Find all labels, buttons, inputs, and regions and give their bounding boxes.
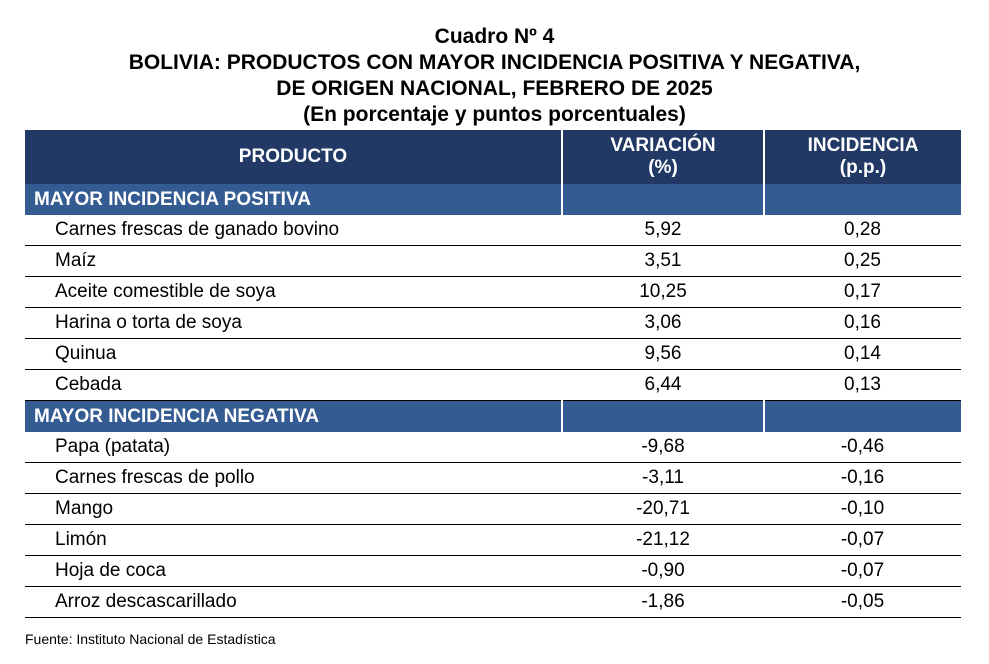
source-note: Fuente: Instituto Nacional de Estadístic… bbox=[25, 631, 276, 647]
product-cell: Arroz descascarillado bbox=[25, 586, 562, 618]
incidencia-cell: 0,17 bbox=[764, 276, 961, 308]
product-cell: Limón bbox=[25, 524, 562, 556]
table-row: Mango -20,71 -0,10 bbox=[25, 493, 961, 525]
variacion-cell: -20,71 bbox=[562, 493, 764, 525]
incidencia-cell: 0,16 bbox=[764, 307, 961, 339]
table-body: MAYOR INCIDENCIA POSITIVA Carnes frescas … bbox=[25, 184, 961, 618]
variacion-cell: -21,12 bbox=[562, 524, 764, 556]
product-cell: Aceite comestible de soya bbox=[25, 276, 562, 308]
variacion-cell: -3,11 bbox=[562, 462, 764, 494]
table-title-block: Cuadro Nº 4 BOLIVIA: PRODUCTOS CON MAYOR… bbox=[0, 24, 989, 128]
product-cell: Harina o torta de soya bbox=[25, 307, 562, 339]
product-cell: Quinua bbox=[25, 338, 562, 370]
col-header-incidencia: INCIDENCIA (p.p.) bbox=[763, 130, 961, 184]
variacion-cell: -0,90 bbox=[562, 555, 764, 587]
product-cell: Carnes frescas de ganado bovino bbox=[25, 215, 562, 246]
variacion-cell: 9,56 bbox=[562, 338, 764, 370]
table-row: Aceite comestible de soya 10,25 0,17 bbox=[25, 276, 961, 308]
section-blank-incidencia bbox=[763, 400, 961, 432]
table-row: Carnes frescas de ganado bovino 5,92 0,28 bbox=[25, 215, 961, 246]
incidencia-cell: 0,13 bbox=[764, 369, 961, 401]
variacion-cell: 3,06 bbox=[562, 307, 764, 339]
section-blank-variacion bbox=[561, 400, 764, 432]
incidencia-cell: 0,14 bbox=[764, 338, 961, 370]
table-row: Papa (patata) -9,68 -0,46 bbox=[25, 432, 961, 463]
variacion-cell: 6,44 bbox=[562, 369, 764, 401]
product-cell: Carnes frescas de pollo bbox=[25, 462, 562, 494]
table-row: Maíz 3,51 0,25 bbox=[25, 245, 961, 277]
section-blank-incidencia bbox=[763, 184, 961, 215]
col-header-producto: PRODUCTO bbox=[25, 130, 562, 184]
incidencia-cell: -0,05 bbox=[764, 586, 961, 618]
product-cell: Papa (patata) bbox=[25, 432, 562, 463]
product-cell: Cebada bbox=[25, 369, 562, 401]
section-row: MAYOR INCIDENCIA POSITIVA bbox=[25, 184, 961, 215]
incidencia-cell: -0,10 bbox=[764, 493, 961, 525]
table-title: BOLIVIA: PRODUCTOS CON MAYOR INCIDENCIA … bbox=[128, 51, 861, 74]
data-table: PRODUCTO VARIACIÓN (%) INCIDENCIA (p.p.)… bbox=[25, 130, 961, 618]
incidencia-cell: -0,07 bbox=[764, 524, 961, 556]
product-cell: Mango bbox=[25, 493, 562, 525]
table-row: Carnes frescas de pollo -3,11 -0,16 bbox=[25, 462, 961, 494]
variacion-cell: 3,51 bbox=[562, 245, 764, 277]
section-blank-variacion bbox=[561, 184, 764, 215]
table-row: Limón -21,12 -0,07 bbox=[25, 524, 961, 556]
variacion-cell: 10,25 bbox=[562, 276, 764, 308]
table-number: Cuadro Nº 4 bbox=[434, 25, 555, 48]
table-title-cont: DE ORIGEN NACIONAL, FEBRERO DE 2025 bbox=[276, 77, 713, 100]
table-row: Cebada 6,44 0,13 bbox=[25, 369, 961, 401]
table-units: (En porcentaje y puntos porcentuales) bbox=[303, 103, 686, 126]
product-cell: Hoja de coca bbox=[25, 555, 562, 587]
incidencia-cell: -0,16 bbox=[764, 462, 961, 494]
section-title: MAYOR INCIDENCIA POSITIVA bbox=[25, 184, 562, 215]
table-row: Harina o torta de soya 3,06 0,16 bbox=[25, 307, 961, 339]
col-header-variacion: VARIACIÓN (%) bbox=[561, 130, 764, 184]
table-row: Hoja de coca -0,90 -0,07 bbox=[25, 555, 961, 587]
section-row: MAYOR INCIDENCIA NEGATIVA bbox=[25, 400, 961, 432]
incidencia-cell: 0,28 bbox=[764, 215, 961, 246]
incidencia-cell: -0,07 bbox=[764, 555, 961, 587]
variacion-cell: 5,92 bbox=[562, 215, 764, 246]
incidencia-cell: 0,25 bbox=[764, 245, 961, 277]
header-row: PRODUCTO VARIACIÓN (%) INCIDENCIA (p.p.) bbox=[25, 130, 961, 184]
product-cell: Maíz bbox=[25, 245, 562, 277]
section-title: MAYOR INCIDENCIA NEGATIVA bbox=[25, 400, 562, 432]
table-row: Quinua 9,56 0,14 bbox=[25, 338, 961, 370]
variacion-cell: -1,86 bbox=[562, 586, 764, 618]
incidencia-cell: -0,46 bbox=[764, 432, 961, 463]
variacion-cell: -9,68 bbox=[562, 432, 764, 463]
table-row: Arroz descascarillado -1,86 -0,05 bbox=[25, 586, 961, 618]
